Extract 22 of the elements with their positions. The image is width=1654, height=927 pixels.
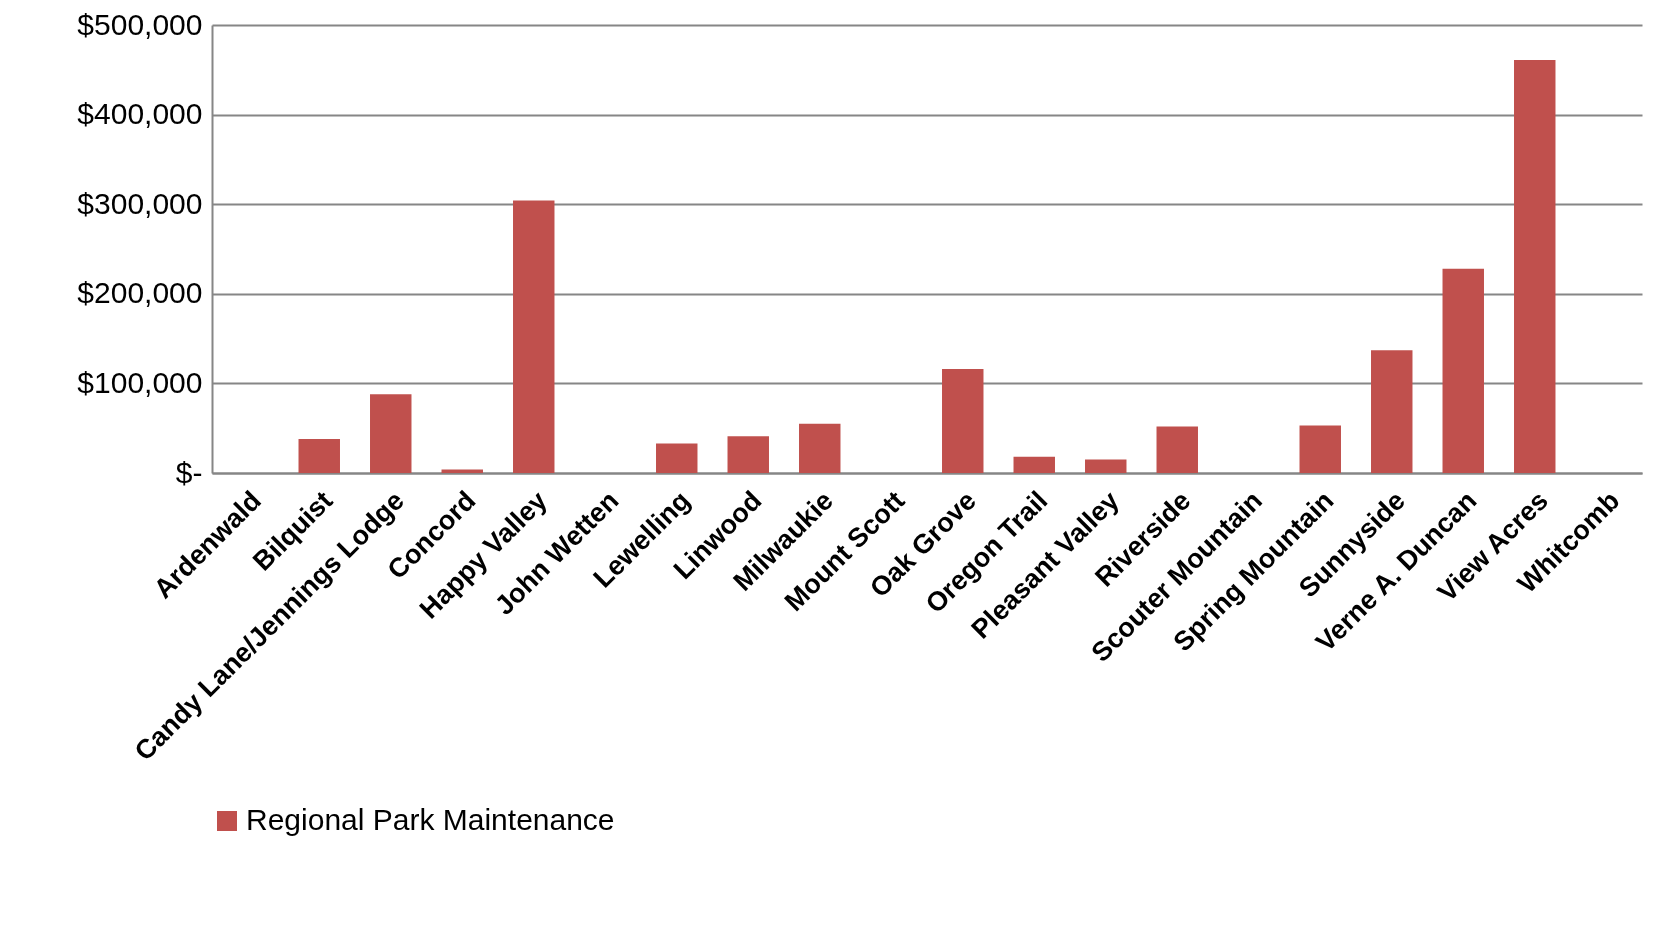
y-tick-label: $500,000 — [77, 7, 203, 41]
bar — [1156, 426, 1198, 473]
bar — [298, 438, 340, 473]
legend-label: Regional Park Maintenance — [246, 803, 615, 836]
bar — [799, 423, 841, 473]
bar — [1299, 425, 1341, 473]
y-tick-label: $300,000 — [77, 186, 203, 220]
bar — [441, 469, 483, 473]
y-tick-label: $400,000 — [77, 97, 203, 131]
bar — [370, 394, 412, 473]
bar — [1371, 350, 1413, 473]
y-tick-label: $100,000 — [77, 365, 203, 399]
bar — [942, 369, 984, 473]
bar — [1442, 268, 1484, 473]
bar — [727, 436, 769, 473]
bar — [1514, 59, 1556, 473]
bar — [656, 443, 698, 473]
bar — [1013, 456, 1055, 473]
bar — [1085, 459, 1127, 473]
y-tick-label: $200,000 — [77, 276, 203, 310]
y-tick-label: $- — [175, 455, 203, 489]
bar — [513, 200, 555, 473]
